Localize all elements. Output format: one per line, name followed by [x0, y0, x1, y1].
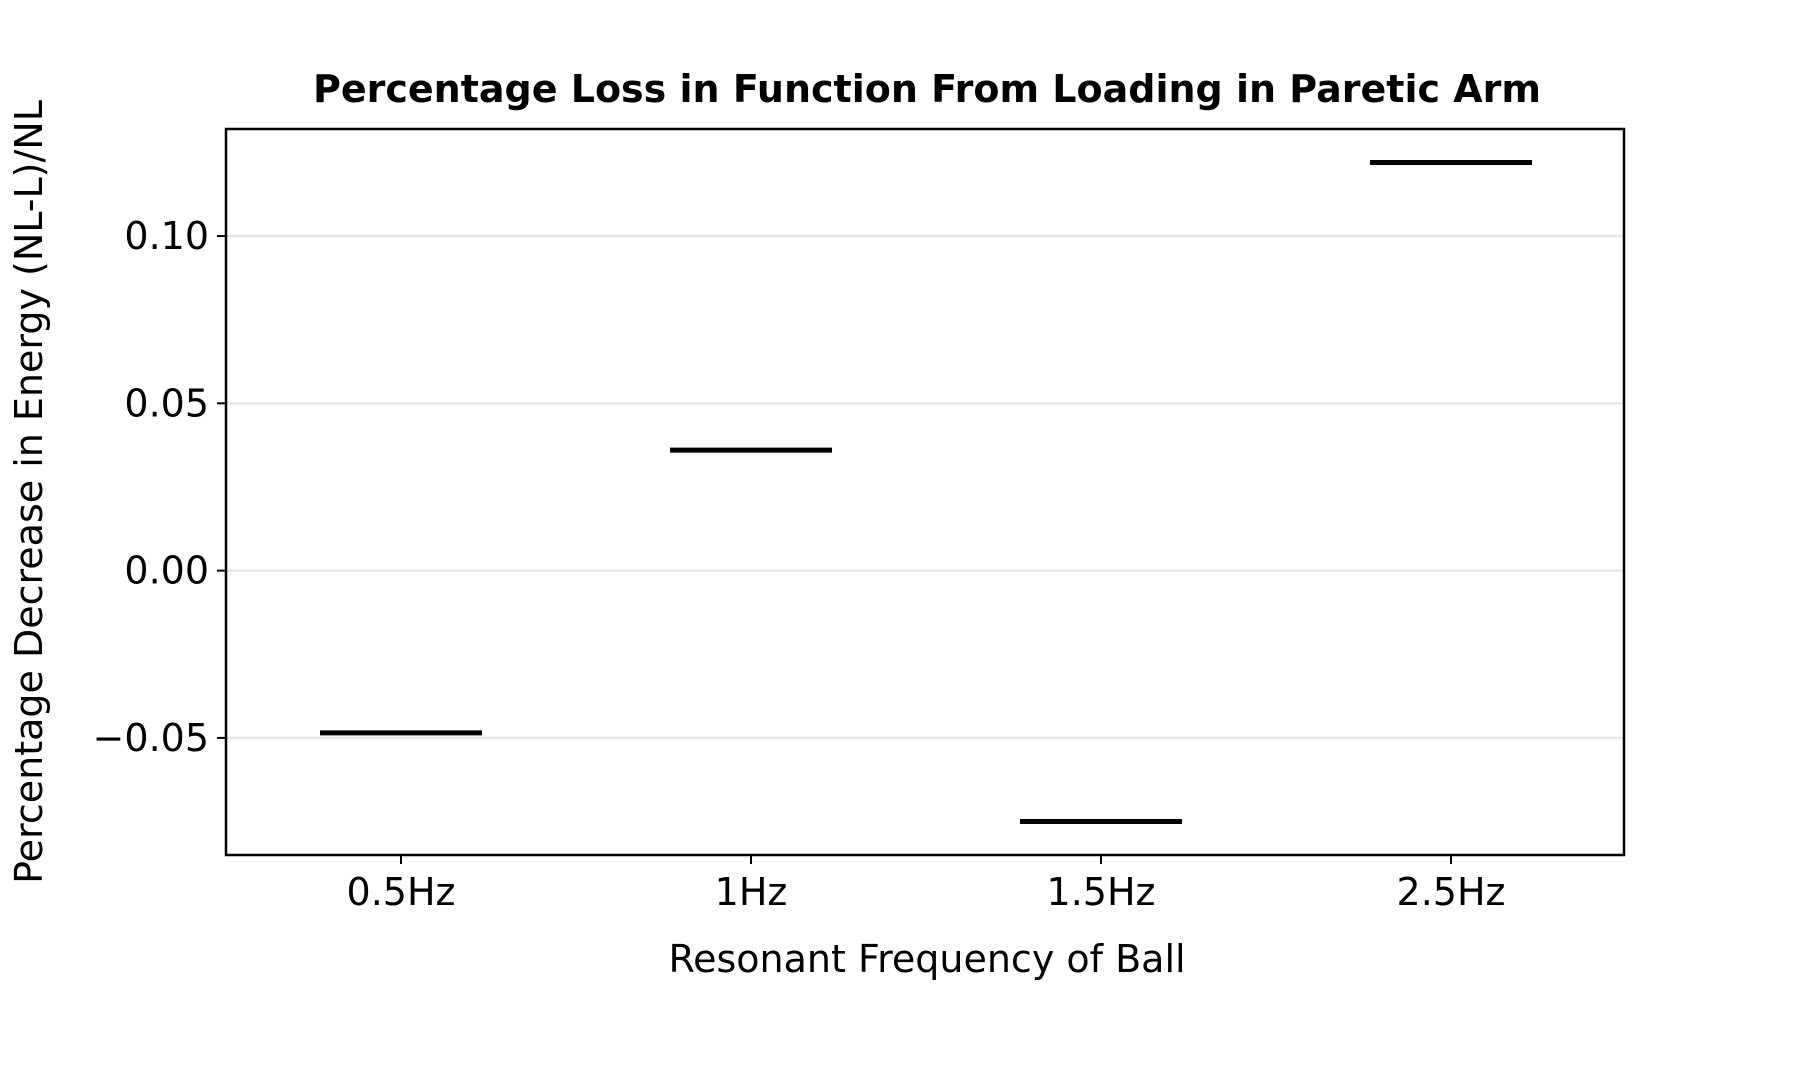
- y-tick-label: 0.10: [124, 214, 209, 258]
- x-tick-label: 1Hz: [715, 870, 788, 914]
- data-marks: [320, 159, 1532, 825]
- x-tick-label: 2.5Hz: [1397, 870, 1506, 914]
- plot-frame: [224, 127, 1626, 857]
- x-axis-label: Resonant Frequency of Ball: [668, 937, 1185, 981]
- y-axis-label: Percentage Decrease in Energy (NL-L)/NL: [7, 100, 51, 884]
- chart-title: Percentage Loss in Function From Loading…: [313, 67, 1541, 111]
- y-tick-label: −0.05: [93, 716, 209, 760]
- y-tick-label: 0.00: [124, 549, 209, 593]
- y-tick-label: 0.05: [124, 381, 209, 425]
- gridlines: [226, 234, 1624, 740]
- x-tick-label: 0.5Hz: [347, 870, 456, 914]
- y-axis-ticks: 0.10 0.05 0.00 −0.05: [93, 214, 226, 760]
- x-axis-ticks: 0.5Hz 1Hz 1.5Hz 2.5Hz: [347, 855, 1506, 914]
- x-tick-label: 1.5Hz: [1047, 870, 1156, 914]
